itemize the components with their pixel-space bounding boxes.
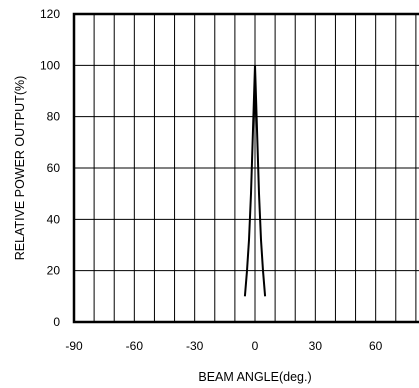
- x-tick-label: 60: [369, 339, 383, 353]
- x-tick-label: -60: [126, 339, 144, 353]
- y-axis-title: RELATIVE POWER OUTPUT(%): [13, 76, 27, 261]
- grid-lines: [74, 14, 419, 322]
- x-tick-label: 30: [309, 339, 323, 353]
- x-tick-label: -90: [65, 339, 83, 353]
- series-group: [243, 65, 267, 297]
- series-line: [243, 65, 267, 297]
- y-tick-label: 80: [47, 110, 61, 124]
- y-tick-label: 0: [53, 315, 60, 329]
- y-tick-label: 120: [40, 7, 60, 21]
- plot-frame: [72, 12, 419, 324]
- y-tick-label: 60: [47, 161, 61, 175]
- y-tick-label: 100: [40, 58, 60, 72]
- x-axis-title: BEAM ANGLE(deg.): [198, 370, 311, 384]
- y-tick-labels: 0 20 40 60 80 100 120: [40, 7, 60, 329]
- x-tick-label: 0: [252, 339, 259, 353]
- y-tick-label: 40: [47, 212, 61, 226]
- y-tick-label: 20: [47, 264, 61, 278]
- x-tick-label: -30: [186, 339, 204, 353]
- x-tick-labels: -90-60-300306090: [65, 339, 383, 353]
